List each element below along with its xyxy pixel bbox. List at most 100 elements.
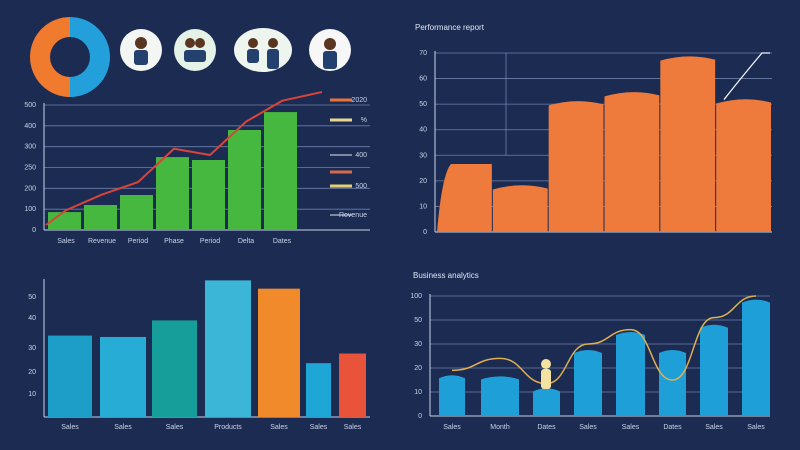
area-segment [604,92,660,232]
x-tick-label: Dates [273,238,292,245]
bar [258,288,300,417]
area-segment [492,185,548,232]
donut-slice-blue [70,17,110,97]
x-tick-label: Period [200,238,220,245]
y-tick-label: 50 [414,317,422,324]
bar [264,112,297,230]
y-tick-label: 100 [24,206,36,213]
y-tick-label: 20 [28,369,36,376]
bar [156,157,189,230]
chart-title: Performance report [415,23,485,32]
bar [616,332,645,416]
y-tick-label: 70 [419,50,427,57]
x-tick-label: Phase [164,238,184,245]
y-tick-label: 30 [419,152,427,159]
x-tick-label: Sales [166,424,184,431]
bar [100,336,146,417]
x-tick-label: Sales [61,424,79,431]
x-tick-label: Revenue [88,238,116,245]
avatar[interactable] [309,29,351,71]
blue-bar-chart: Business analytics 0 10 20 30 50 100 Sales Month… [410,271,770,431]
chart-title: Business analytics [413,271,479,280]
y-tick-label: 60 [419,76,427,83]
bar [574,350,602,416]
x-tick-label: Month [490,424,510,431]
bar [120,195,153,230]
y-tick-label: 500 [24,102,36,109]
x-tick-label: Sales [579,424,597,431]
x-tick-label: Period [128,238,148,245]
figure-body [541,369,551,389]
y-tick-label: 0 [418,413,422,420]
y-tick-label: 0 [32,227,36,234]
y-tick-label: 50 [28,294,36,301]
y-tick-label: 100 [410,293,422,300]
figure-head [541,359,551,369]
x-tick-label: Products [214,424,242,431]
y-tick-label: 400 [24,123,36,130]
y-tick-label: 20 [419,178,427,185]
x-tick-label: Sales [344,424,362,431]
x-tick-label: Sales [310,424,328,431]
y-tick-label: 50 [419,101,427,108]
y-tick-label: 0 [423,229,427,236]
y-tick-label: 250 [24,165,36,172]
legend-label: 500 [355,183,367,190]
bar [152,320,197,417]
legend-label: 400 [355,152,367,159]
bar [700,324,728,416]
legend-label: 2020 [351,97,367,104]
y-tick-label: 300 [24,144,36,151]
x-tick-label: Dates [663,424,682,431]
bar [339,353,366,417]
bar [533,388,560,416]
bar-chart: 10 20 30 40 50 Sales Sales Sales Products Sales Sa… [28,279,370,431]
x-tick-label: Delta [238,238,254,245]
avatar[interactable] [120,29,162,71]
area-segment [716,99,771,232]
y-tick-label: 200 [24,185,36,192]
figure-icon [541,359,551,389]
bar [228,130,261,230]
x-tick-label: Sales [270,424,288,431]
area-segment [548,101,604,233]
y-tick-label: 10 [419,203,427,210]
avatar-row [120,28,351,72]
bar [192,160,225,230]
area-segment [437,163,492,232]
growth-chart: 0 100 200 250 300 400 500 Sales Revenue Period Pha… [24,91,370,245]
bar [48,335,92,417]
trend-line [45,91,323,226]
avatar[interactable] [174,29,216,71]
y-tick-label: 30 [414,341,422,348]
x-tick-label: Dates [537,424,556,431]
y-tick-label: 40 [28,315,36,322]
donut-chart [30,17,110,97]
x-tick-label: Sales [443,424,461,431]
bar [306,363,331,417]
y-tick-label: 20 [414,365,422,372]
avatar[interactable] [234,28,292,72]
bar [659,350,686,416]
x-tick-label: Sales [57,238,75,245]
area-segment [660,56,716,232]
trend-line [723,52,770,100]
legend-label: Revenue [339,212,367,219]
bar [84,205,117,230]
bar [439,375,465,416]
x-tick-label: Sales [705,424,723,431]
y-tick-label: 40 [419,127,427,134]
bar [481,376,519,416]
x-tick-label: Sales [747,424,765,431]
bar [205,280,251,417]
y-tick-label: 30 [28,345,36,352]
bar [742,299,770,416]
x-tick-label: Sales [114,424,132,431]
x-tick-label: Sales [622,424,640,431]
y-tick-label: 10 [28,391,36,398]
orange-area-chart: Performance report 0 10 20 30 40 50 60 70 [415,23,772,236]
trend-line [451,295,757,385]
legend-label: % [361,117,367,124]
donut-slice-orange [30,17,70,97]
